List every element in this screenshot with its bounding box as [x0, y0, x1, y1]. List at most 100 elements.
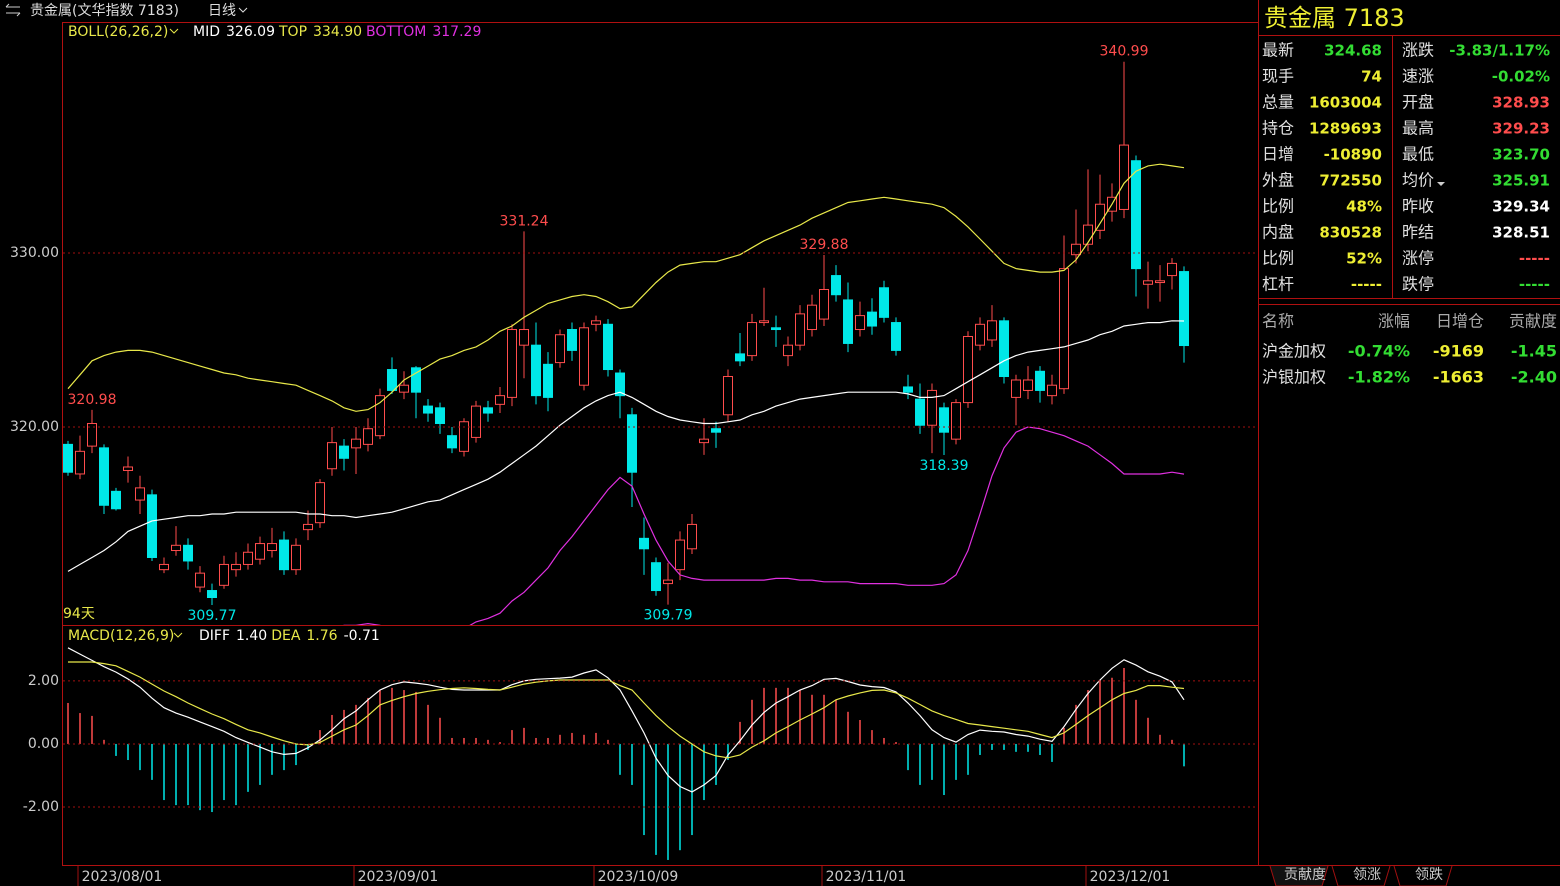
quote-label: 比例: [1262, 197, 1294, 216]
candle-body: [639, 537, 649, 550]
tab-label[interactable]: 贡献度: [1284, 867, 1326, 883]
legend-entry: TOP: [278, 24, 307, 40]
candle-body: [915, 398, 925, 426]
tabs: 贡献度 领涨 领跌: [1269, 865, 1453, 886]
candle-body: [327, 442, 337, 470]
tab[interactable]: [1269, 865, 1329, 886]
indicator-chevron[interactable]: [173, 632, 183, 638]
quote-table: 最新 324.68 现手 74 总量 1603004 持仓 1289693 日增 -10890 外盘…: [1262, 41, 1550, 294]
candle-body: [699, 438, 709, 444]
candle-body: [795, 313, 805, 346]
quote-value: 329.34: [1492, 198, 1550, 216]
quote-label: 昨收: [1402, 197, 1434, 216]
day-count: 94天: [63, 606, 95, 622]
candle-body: [723, 376, 733, 416]
candle-body: [819, 288, 829, 320]
quote-value: 323.70: [1492, 146, 1550, 164]
table-cell: -1663: [1433, 368, 1484, 387]
candle-body: [519, 329, 529, 346]
quote-value: 1603004: [1309, 94, 1382, 112]
macd-legend: MACD(12,26,9) DIFF 1.40 DEA 1.76 -0.71: [68, 628, 380, 644]
candle-body: [951, 402, 961, 440]
quote-label: 涨停: [1402, 249, 1434, 268]
candle-body: [1035, 370, 1045, 391]
tab[interactable]: [1331, 865, 1391, 886]
indicator-line: [68, 661, 1185, 759]
period[interactable]: 日线: [208, 3, 236, 19]
candle-body: [567, 329, 577, 351]
candle-body: [555, 334, 565, 364]
legend-entry: 317.29: [432, 24, 481, 40]
indicator-name[interactable]: MACD(12,26,9): [68, 628, 174, 644]
legend-entry: -0.71: [344, 628, 380, 644]
high-label: 320.98: [68, 392, 117, 408]
quote-label: 开盘: [1402, 93, 1434, 112]
candle-body: [867, 311, 877, 327]
legend-entry: DEA: [271, 628, 301, 644]
candle-body: [507, 329, 517, 398]
quote-value: -10890: [1324, 146, 1382, 164]
candle-body: [147, 494, 157, 558]
candle-body: [435, 407, 445, 424]
candle-body: [903, 386, 913, 393]
table-cell: -9169: [1433, 342, 1484, 361]
candle-body: [927, 389, 937, 426]
candle-body: [1023, 379, 1033, 391]
candle-body: [339, 445, 349, 459]
tab-label[interactable]: 领跌: [1415, 867, 1443, 883]
candle-body: [579, 327, 589, 386]
candle-body: [111, 490, 121, 510]
candle-body: [123, 466, 133, 471]
table-header: 名称: [1262, 312, 1294, 331]
table-cell: -1.45: [1511, 342, 1557, 361]
avg-chevron[interactable]: [1437, 182, 1445, 186]
candle-body: [663, 579, 673, 585]
quote-value: 324.68: [1324, 42, 1382, 60]
boll-legend: BOLL(26,26,2) MID 326.09 TOP 334.90 BOTTOM 31…: [68, 24, 481, 40]
quote-label: 最高: [1402, 119, 1434, 138]
candle-body: [1179, 271, 1189, 347]
candle-body: [711, 428, 721, 433]
quote-label: 比例: [1262, 249, 1294, 268]
frame: [62, 0, 1560, 866]
quote-label: 外盘: [1262, 171, 1294, 190]
quote-label: 最新: [1262, 41, 1294, 60]
candle-body: [1131, 160, 1141, 270]
candle-body: [543, 363, 553, 398]
candle-body: [831, 275, 841, 296]
candle-body: [375, 395, 385, 437]
candle-body: [99, 447, 109, 506]
quote-label: 昨结: [1402, 223, 1434, 242]
candle-body: [231, 563, 241, 571]
candle-body: [75, 450, 85, 475]
overlay: 320.00 330.00 320.98 331.24 329.88 340.99 309.…: [10, 44, 1258, 886]
legend-entry: BOTTOM: [366, 24, 426, 40]
table-header: 贡献度: [1509, 312, 1557, 331]
x-tick-label: 2023/10/09: [598, 869, 679, 885]
y-tick-label: -2.00: [23, 799, 59, 815]
candle-body: [399, 384, 409, 393]
candle-body: [675, 539, 685, 571]
switch-icon[interactable]: [5, 3, 21, 17]
x-tick-label: 2023/12/01: [1090, 869, 1171, 885]
candle-body: [351, 438, 361, 449]
indicator-name[interactable]: BOLL(26,26,2): [68, 24, 168, 40]
tab-label[interactable]: 领涨: [1353, 867, 1381, 883]
candle-body: [243, 551, 253, 565]
candle-body: [447, 435, 457, 449]
candle-body: [315, 482, 325, 524]
legend-entry: MID: [193, 24, 220, 40]
candle-body: [459, 421, 469, 452]
period-chevron[interactable]: [238, 7, 248, 13]
quote-value: 1289693: [1309, 120, 1382, 138]
quote-value: -----: [1351, 276, 1382, 294]
quote-value: -----: [1519, 250, 1550, 268]
legend: MID 326.09 TOP 334.90 BOTTOM 317.29: [193, 24, 481, 40]
candle-body: [963, 335, 973, 404]
tab[interactable]: [1393, 865, 1453, 886]
quote-label: 持仓: [1262, 119, 1294, 138]
candle-body: [183, 544, 193, 562]
indicator-chevron[interactable]: [169, 28, 179, 34]
